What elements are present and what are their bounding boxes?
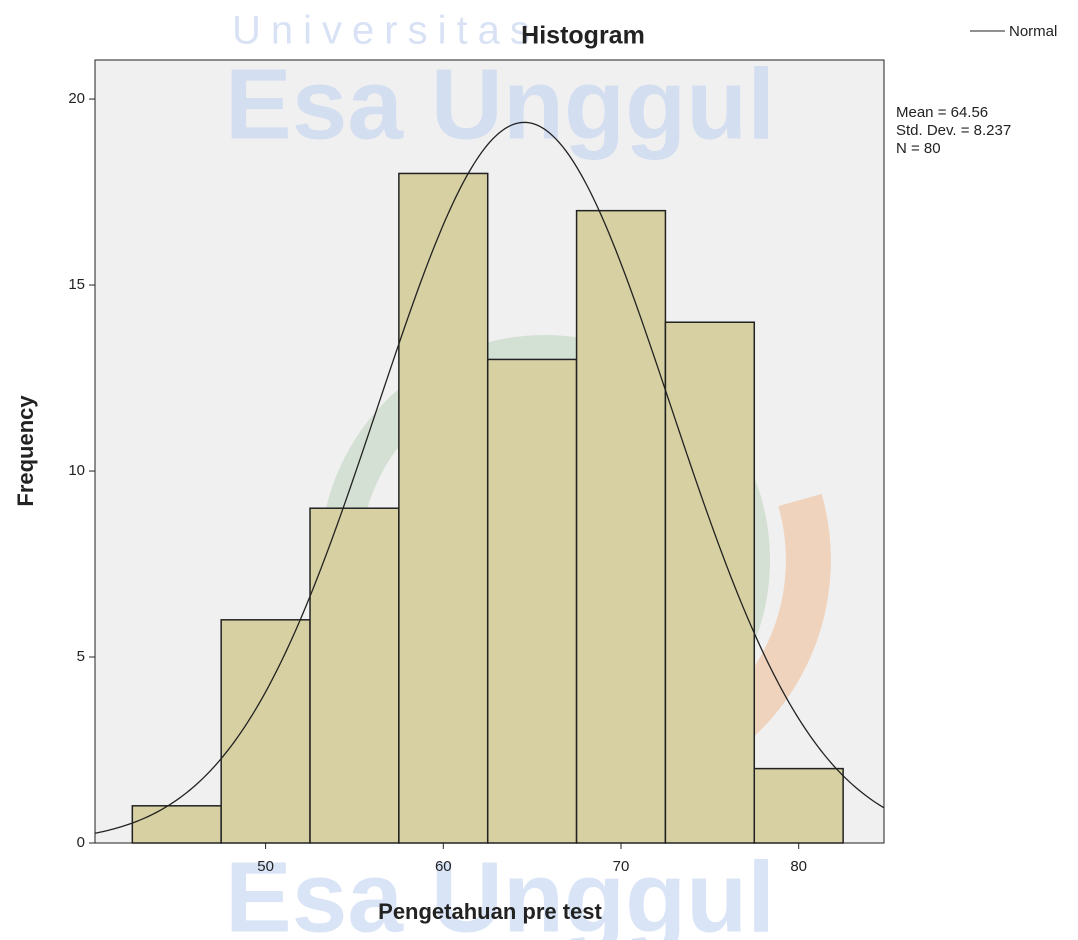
watermark-text: Esa Unggul [225,48,775,160]
y-tick-label: 0 [77,834,85,851]
bar [486,358,578,844]
watermark-text: Universitas [232,9,540,53]
x-tick-label: 60 [435,858,452,875]
bar [309,507,400,844]
watermark-text: Esa Unggul [225,841,775,940]
bar [664,321,756,844]
y-tick-label: 15 [68,276,85,293]
normal-curve [94,121,885,834]
y-tick-label: 10 [68,462,85,479]
y-tick-label: 5 [77,648,85,665]
x-axis-label: Pengetahuan pre test [378,899,602,924]
x-tick-label: 80 [790,858,807,875]
chart-title: Histogram [521,22,645,50]
bar [131,805,222,844]
bar [753,767,844,844]
bar [398,172,489,844]
bar [220,619,311,844]
x-tick-label: 50 [257,858,274,875]
x-tick-label: 70 [613,858,630,875]
legend-label: Normal [1009,23,1057,40]
stat-label: Mean = 64.56 [896,104,988,121]
y-axis-label: Frequency [13,395,38,507]
y-tick-label: 20 [68,90,85,107]
stat-label: N = 80 [896,140,941,157]
bar [575,209,667,844]
stat-label: Std. Dev. = 8.237 [896,122,1011,139]
